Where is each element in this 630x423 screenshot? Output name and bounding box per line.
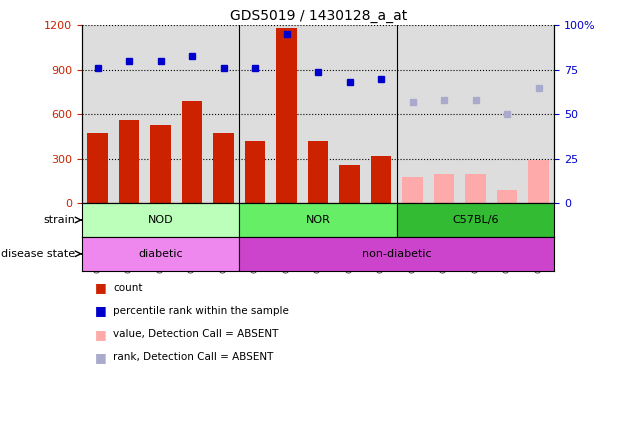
Text: strain: strain [43,215,76,225]
Text: disease state: disease state [1,249,76,259]
Text: rank, Detection Call = ABSENT: rank, Detection Call = ABSENT [113,352,274,363]
Text: percentile rank within the sample: percentile rank within the sample [113,306,289,316]
Bar [340,165,360,203]
Text: diabetic: diabetic [139,249,183,259]
Bar [151,125,171,203]
Bar [308,141,328,203]
Bar [245,141,265,203]
Text: ■: ■ [94,351,106,364]
Bar [214,134,234,203]
Bar [397,203,554,237]
Bar [239,237,554,271]
Bar [403,177,423,203]
Bar [88,134,108,203]
Bar [119,120,139,203]
Title: GDS5019 / 1430128_a_at: GDS5019 / 1430128_a_at [229,9,407,23]
Bar [497,190,517,203]
Text: NOR: NOR [306,215,331,225]
Text: value, Detection Call = ABSENT: value, Detection Call = ABSENT [113,329,278,339]
Bar [239,203,397,237]
Bar [82,203,239,237]
Text: non-diabetic: non-diabetic [362,249,432,259]
Bar [182,101,202,203]
Bar [434,174,454,203]
Bar [371,157,391,203]
Bar [529,160,549,203]
Bar [277,27,297,203]
Bar [82,237,239,271]
Bar [466,174,486,203]
Text: ■: ■ [94,281,106,294]
Text: ■: ■ [94,305,106,317]
Text: C57BL/6: C57BL/6 [452,215,499,225]
Text: ■: ■ [94,328,106,341]
Text: NOD: NOD [148,215,173,225]
Text: count: count [113,283,143,293]
